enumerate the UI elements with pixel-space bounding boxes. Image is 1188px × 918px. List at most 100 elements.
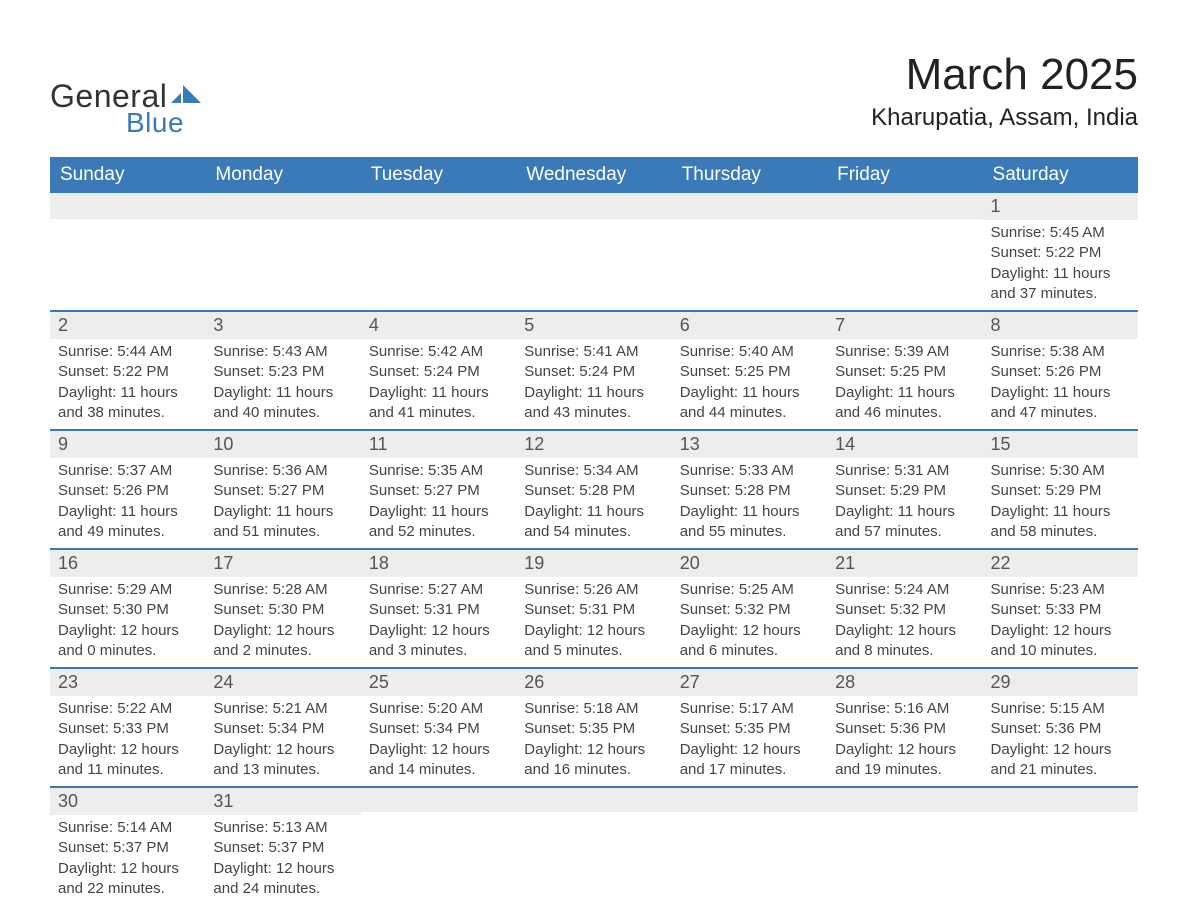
day-number: 27 [672,667,827,696]
day-number: 16 [50,548,205,577]
calendar-empty-cell [516,786,671,905]
calendar-day-cell: 11Sunrise: 5:35 AMSunset: 5:27 PMDayligh… [361,429,516,548]
day-number: 3 [205,310,360,339]
calendar-day-cell: 19Sunrise: 5:26 AMSunset: 5:31 PMDayligh… [516,548,671,667]
calendar-day-cell: 14Sunrise: 5:31 AMSunset: 5:29 PMDayligh… [827,429,982,548]
empty-day-bar [205,193,360,219]
empty-day-bar [672,786,827,812]
day-content: Sunrise: 5:45 AMSunset: 5:22 PMDaylight:… [983,220,1138,310]
sunset-text: Sunset: 5:36 PM [991,719,1130,739]
day-number: 1 [983,193,1138,220]
daylight-text: Daylight: 12 hours and 14 minutes. [369,740,508,781]
calendar-day-cell: 25Sunrise: 5:20 AMSunset: 5:34 PMDayligh… [361,667,516,786]
sunset-text: Sunset: 5:33 PM [58,719,197,739]
sunrise-text: Sunrise: 5:26 AM [524,580,663,600]
day-number: 23 [50,667,205,696]
daylight-text: Daylight: 12 hours and 0 minutes. [58,621,197,662]
sunrise-text: Sunrise: 5:37 AM [58,461,197,481]
calendar-week-row: 16Sunrise: 5:29 AMSunset: 5:30 PMDayligh… [50,548,1138,667]
calendar-day-cell: 15Sunrise: 5:30 AMSunset: 5:29 PMDayligh… [983,429,1138,548]
daylight-text: Daylight: 11 hours and 40 minutes. [213,383,352,424]
day-number: 24 [205,667,360,696]
daylight-text: Daylight: 12 hours and 13 minutes. [213,740,352,781]
sunset-text: Sunset: 5:35 PM [680,719,819,739]
empty-day-bar [516,786,671,812]
daylight-text: Daylight: 11 hours and 51 minutes. [213,502,352,543]
day-number: 10 [205,429,360,458]
daylight-text: Daylight: 11 hours and 57 minutes. [835,502,974,543]
calendar-day-cell: 4Sunrise: 5:42 AMSunset: 5:24 PMDaylight… [361,310,516,429]
day-content: Sunrise: 5:16 AMSunset: 5:36 PMDaylight:… [827,696,982,786]
daylight-text: Daylight: 12 hours and 5 minutes. [524,621,663,662]
sunrise-text: Sunrise: 5:43 AM [213,342,352,362]
calendar-day-cell: 17Sunrise: 5:28 AMSunset: 5:30 PMDayligh… [205,548,360,667]
logo-text-blue: Blue [126,107,201,139]
daylight-text: Daylight: 12 hours and 16 minutes. [524,740,663,781]
sunset-text: Sunset: 5:31 PM [369,600,508,620]
sunset-text: Sunset: 5:33 PM [991,600,1130,620]
daylight-text: Daylight: 12 hours and 2 minutes. [213,621,352,662]
sunset-text: Sunset: 5:22 PM [58,362,197,382]
calendar-body: 1Sunrise: 5:45 AMSunset: 5:22 PMDaylight… [50,193,1138,905]
sunset-text: Sunset: 5:29 PM [835,481,974,501]
sunset-text: Sunset: 5:25 PM [680,362,819,382]
daylight-text: Daylight: 12 hours and 22 minutes. [58,859,197,900]
day-number: 26 [516,667,671,696]
calendar-day-cell: 26Sunrise: 5:18 AMSunset: 5:35 PMDayligh… [516,667,671,786]
sunset-text: Sunset: 5:29 PM [991,481,1130,501]
calendar-day-cell: 20Sunrise: 5:25 AMSunset: 5:32 PMDayligh… [672,548,827,667]
sunset-text: Sunset: 5:32 PM [680,600,819,620]
sunrise-text: Sunrise: 5:34 AM [524,461,663,481]
calendar-day-cell: 1Sunrise: 5:45 AMSunset: 5:22 PMDaylight… [983,193,1138,310]
sunset-text: Sunset: 5:26 PM [58,481,197,501]
sunrise-text: Sunrise: 5:15 AM [991,699,1130,719]
calendar-empty-cell [361,786,516,905]
daylight-text: Daylight: 11 hours and 37 minutes. [991,264,1130,305]
calendar-day-cell: 21Sunrise: 5:24 AMSunset: 5:32 PMDayligh… [827,548,982,667]
day-header: Tuesday [361,157,516,193]
day-content: Sunrise: 5:37 AMSunset: 5:26 PMDaylight:… [50,458,205,548]
day-number: 4 [361,310,516,339]
daylight-text: Daylight: 12 hours and 3 minutes. [369,621,508,662]
day-number: 29 [983,667,1138,696]
day-header: Saturday [983,157,1138,193]
calendar-day-cell: 6Sunrise: 5:40 AMSunset: 5:25 PMDaylight… [672,310,827,429]
day-content: Sunrise: 5:31 AMSunset: 5:29 PMDaylight:… [827,458,982,548]
calendar-empty-cell [672,786,827,905]
daylight-text: Daylight: 12 hours and 10 minutes. [991,621,1130,662]
day-content: Sunrise: 5:41 AMSunset: 5:24 PMDaylight:… [516,339,671,429]
daylight-text: Daylight: 11 hours and 49 minutes. [58,502,197,543]
empty-day-bar [50,193,205,219]
sunset-text: Sunset: 5:34 PM [369,719,508,739]
calendar-table: SundayMondayTuesdayWednesdayThursdayFrid… [50,157,1138,905]
calendar-day-cell: 13Sunrise: 5:33 AMSunset: 5:28 PMDayligh… [672,429,827,548]
daylight-text: Daylight: 12 hours and 24 minutes. [213,859,352,900]
day-number: 5 [516,310,671,339]
logo-mark-icon [171,83,201,107]
daylight-text: Daylight: 11 hours and 38 minutes. [58,383,197,424]
day-content: Sunrise: 5:33 AMSunset: 5:28 PMDaylight:… [672,458,827,548]
day-content: Sunrise: 5:17 AMSunset: 5:35 PMDaylight:… [672,696,827,786]
sunset-text: Sunset: 5:23 PM [213,362,352,382]
day-number: 17 [205,548,360,577]
day-number: 7 [827,310,982,339]
sunset-text: Sunset: 5:30 PM [213,600,352,620]
calendar-week-row: 2Sunrise: 5:44 AMSunset: 5:22 PMDaylight… [50,310,1138,429]
day-number: 22 [983,548,1138,577]
day-content: Sunrise: 5:27 AMSunset: 5:31 PMDaylight:… [361,577,516,667]
sunrise-text: Sunrise: 5:29 AM [58,580,197,600]
day-number: 9 [50,429,205,458]
sunrise-text: Sunrise: 5:42 AM [369,342,508,362]
daylight-text: Daylight: 11 hours and 58 minutes. [991,502,1130,543]
calendar-empty-cell [983,786,1138,905]
sunrise-text: Sunrise: 5:27 AM [369,580,508,600]
day-header: Monday [205,157,360,193]
sunset-text: Sunset: 5:27 PM [213,481,352,501]
sunset-text: Sunset: 5:27 PM [369,481,508,501]
sunrise-text: Sunrise: 5:23 AM [991,580,1130,600]
day-number: 30 [50,786,205,815]
calendar-day-cell: 24Sunrise: 5:21 AMSunset: 5:34 PMDayligh… [205,667,360,786]
empty-day-bar [672,193,827,219]
day-number: 19 [516,548,671,577]
calendar-header-row: SundayMondayTuesdayWednesdayThursdayFrid… [50,157,1138,193]
